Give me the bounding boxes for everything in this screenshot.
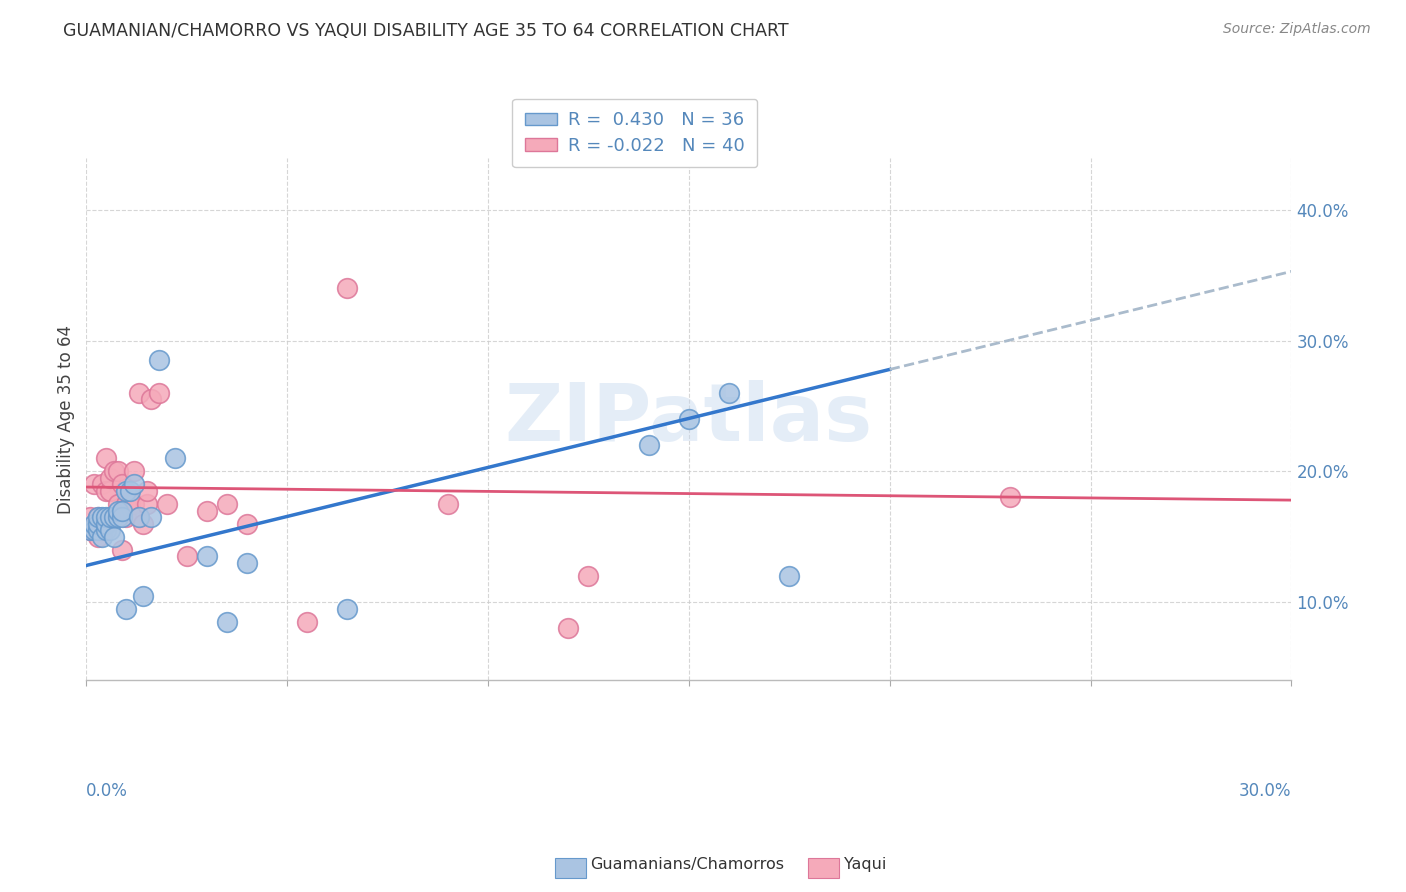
Legend: R =  0.430   N = 36, R = -0.022   N = 40: R = 0.430 N = 36, R = -0.022 N = 40 xyxy=(512,99,758,168)
Point xyxy=(79,523,101,537)
Point xyxy=(111,510,134,524)
Point xyxy=(96,516,118,531)
Point xyxy=(578,569,600,583)
Point xyxy=(215,615,238,629)
Point xyxy=(107,510,129,524)
Point xyxy=(115,497,138,511)
Point xyxy=(195,549,218,564)
Point xyxy=(87,530,110,544)
Point xyxy=(91,523,114,537)
Point xyxy=(131,589,153,603)
Point xyxy=(100,483,122,498)
Point xyxy=(103,510,125,524)
Point xyxy=(83,523,105,537)
Point xyxy=(135,497,157,511)
Point xyxy=(163,451,186,466)
Point xyxy=(124,497,146,511)
Text: Source: ZipAtlas.com: Source: ZipAtlas.com xyxy=(1223,22,1371,37)
Point xyxy=(83,477,105,491)
Point xyxy=(87,523,110,537)
Point xyxy=(115,601,138,615)
Point xyxy=(437,497,460,511)
Point xyxy=(236,556,259,570)
Point xyxy=(91,530,114,544)
Point xyxy=(128,510,150,524)
Point xyxy=(111,542,134,557)
Point xyxy=(103,464,125,478)
Point xyxy=(637,438,659,452)
Point xyxy=(131,516,153,531)
Point xyxy=(103,510,125,524)
Point xyxy=(156,497,179,511)
Point xyxy=(100,510,122,524)
Point xyxy=(195,503,218,517)
Point xyxy=(79,523,101,537)
Point xyxy=(148,353,170,368)
Point xyxy=(115,483,138,498)
Point xyxy=(96,523,118,537)
Point xyxy=(79,510,101,524)
Point xyxy=(83,516,105,531)
Point xyxy=(297,615,319,629)
Point xyxy=(107,497,129,511)
Point xyxy=(100,471,122,485)
Text: ZIPatlas: ZIPatlas xyxy=(505,380,873,458)
Text: Yaqui: Yaqui xyxy=(844,857,886,872)
Point xyxy=(236,516,259,531)
Point xyxy=(120,497,142,511)
Point xyxy=(124,464,146,478)
Point xyxy=(87,516,110,531)
Point xyxy=(111,503,134,517)
Point xyxy=(91,477,114,491)
Point xyxy=(336,281,359,295)
Point xyxy=(557,621,579,635)
Point xyxy=(718,386,741,401)
Point xyxy=(96,483,118,498)
Point xyxy=(778,569,800,583)
Point xyxy=(176,549,198,564)
Point xyxy=(148,386,170,401)
Point xyxy=(96,451,118,466)
Y-axis label: Disability Age 35 to 64: Disability Age 35 to 64 xyxy=(58,325,75,514)
Point xyxy=(87,510,110,524)
Point xyxy=(103,530,125,544)
Point xyxy=(128,510,150,524)
Point xyxy=(111,477,134,491)
Point xyxy=(215,497,238,511)
Point xyxy=(336,601,359,615)
Point xyxy=(139,510,162,524)
Point xyxy=(124,477,146,491)
Point xyxy=(678,412,700,426)
Point xyxy=(135,483,157,498)
Text: 0.0%: 0.0% xyxy=(86,782,128,800)
Text: GUAMANIAN/CHAMORRO VS YAQUI DISABILITY AGE 35 TO 64 CORRELATION CHART: GUAMANIAN/CHAMORRO VS YAQUI DISABILITY A… xyxy=(63,22,789,40)
Point xyxy=(128,386,150,401)
Point xyxy=(139,392,162,407)
Point xyxy=(91,510,114,524)
Point xyxy=(96,510,118,524)
Text: Guamanians/Chamorros: Guamanians/Chamorros xyxy=(591,857,785,872)
Text: 30.0%: 30.0% xyxy=(1239,782,1292,800)
Point xyxy=(100,523,122,537)
Point xyxy=(1000,491,1022,505)
Point xyxy=(115,510,138,524)
Point xyxy=(107,503,129,517)
Point xyxy=(120,483,142,498)
Point xyxy=(87,510,110,524)
Point xyxy=(107,464,129,478)
